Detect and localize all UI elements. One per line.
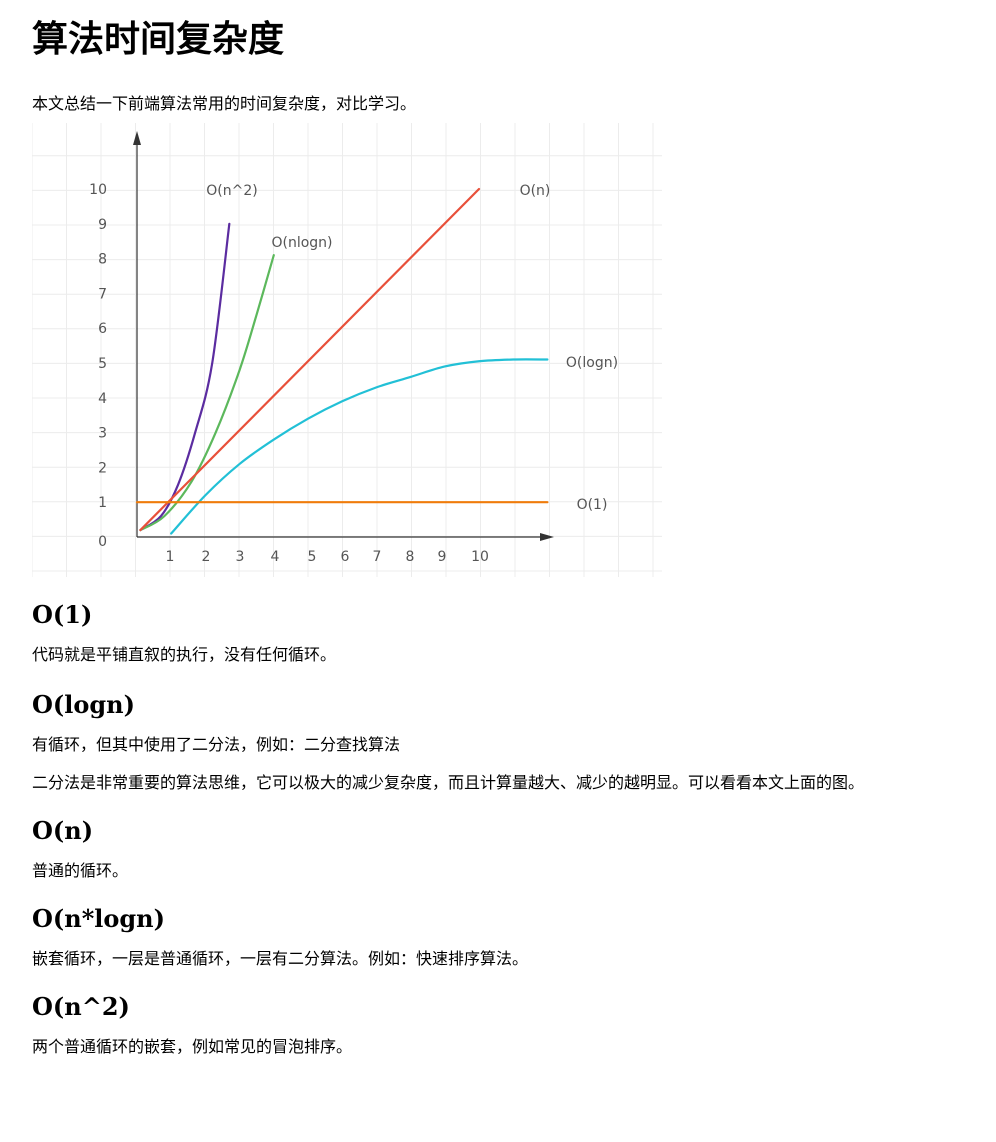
section-paragraph: 有循环，但其中使用了二分法，例如：二分查找算法	[32, 735, 401, 754]
x-tick-label: 5	[308, 549, 317, 565]
y-axis-arrow	[133, 131, 141, 145]
x-tick-label: 6	[341, 549, 350, 565]
section-heading: O(1)	[32, 600, 93, 629]
y-tick-label: 7	[98, 286, 107, 302]
section-heading: O(n*logn)	[32, 904, 165, 933]
y-tick-label: 4	[98, 391, 107, 407]
x-tick-label: 1	[166, 549, 175, 565]
page-title: 算法时间复杂度	[32, 18, 285, 60]
y-tick-label: 1	[98, 495, 107, 511]
y-tick-label: 10	[89, 182, 107, 198]
y-tick-label: 6	[98, 321, 107, 337]
section-on2: O(n^2) 两个普通循环的嵌套，例如常见的冒泡排序。	[32, 991, 996, 1057]
chart-svg: 0 1 2 3 4 5 6 7 8 9 10 1 2 3 4 5 6 7 8 9 10 O(n^2) O(nlogn) O(n…	[32, 123, 662, 577]
section-paragraph: 普通的循环。	[32, 861, 129, 880]
complexity-chart: 0 1 2 3 4 5 6 7 8 9 10 1 2 3 4 5 6 7 8 9 10 O(n^2) O(nlogn) O(n…	[32, 123, 662, 577]
x-tick-label: 9	[438, 549, 447, 565]
x-tick-label: 8	[406, 549, 415, 565]
y-tick-label: 9	[98, 217, 107, 233]
y-tick-label: 0	[98, 534, 107, 550]
section-paragraph: 二分法是非常重要的算法思维，它可以极大的减少复杂度，而且计算量越大、减少的越明显…	[32, 773, 865, 792]
y-tick-label: 8	[98, 252, 107, 268]
intro-paragraph: 本文总结一下前端算法常用的时间复杂度，对比学习。	[32, 94, 417, 113]
series-label: O(nlogn)	[271, 235, 332, 251]
section-on: O(n) 普通的循环。	[32, 815, 996, 881]
x-tick-label: 7	[373, 549, 382, 565]
section-paragraph: 代码就是平铺直叙的执行，没有任何循环。	[32, 645, 337, 664]
series-line-o-nlogn-	[139, 254, 275, 532]
section-paragraph: 嵌套循环，一层是普通循环，一层有二分算法。例如：快速排序算法。	[32, 949, 529, 968]
x-tick-label: 10	[471, 549, 489, 565]
series-label: O(logn)	[566, 355, 618, 371]
section-paragraph: 两个普通循环的嵌套，例如常见的冒泡排序。	[32, 1037, 353, 1056]
x-axis-arrow	[540, 533, 554, 541]
y-tick-label: 5	[98, 356, 107, 372]
x-tick-label: 2	[202, 549, 211, 565]
y-tick-label: 3	[98, 426, 107, 442]
section-onlogn: O(n*logn) 嵌套循环，一层是普通循环，一层有二分算法。例如：快速排序算法…	[32, 903, 996, 969]
series-label: O(n)	[520, 183, 551, 199]
section-o1: O(1) 代码就是平铺直叙的执行，没有任何循环。	[32, 599, 996, 665]
series-line-o-n-	[139, 187, 481, 532]
y-tick-label: 2	[98, 460, 107, 476]
series-line-o-n-2-	[139, 222, 231, 532]
series-label: O(1)	[577, 497, 608, 513]
x-tick-label: 3	[236, 549, 245, 565]
section-ologn: O(logn) 有循环，但其中使用了二分法，例如：二分查找算法 二分法是非常重要…	[32, 689, 996, 793]
section-heading: O(n^2)	[32, 992, 130, 1021]
x-tick-label: 4	[271, 549, 280, 565]
section-heading: O(logn)	[32, 690, 135, 719]
article: 算法时间复杂度 本文总结一下前端算法常用的时间复杂度，对比学习。 0 1 2 3 4 5 6…	[32, 18, 996, 1057]
series-line-o-logn-	[170, 358, 549, 535]
series-label: O(n^2)	[206, 183, 257, 199]
section-heading: O(n)	[32, 816, 94, 845]
chart-background	[32, 123, 662, 577]
